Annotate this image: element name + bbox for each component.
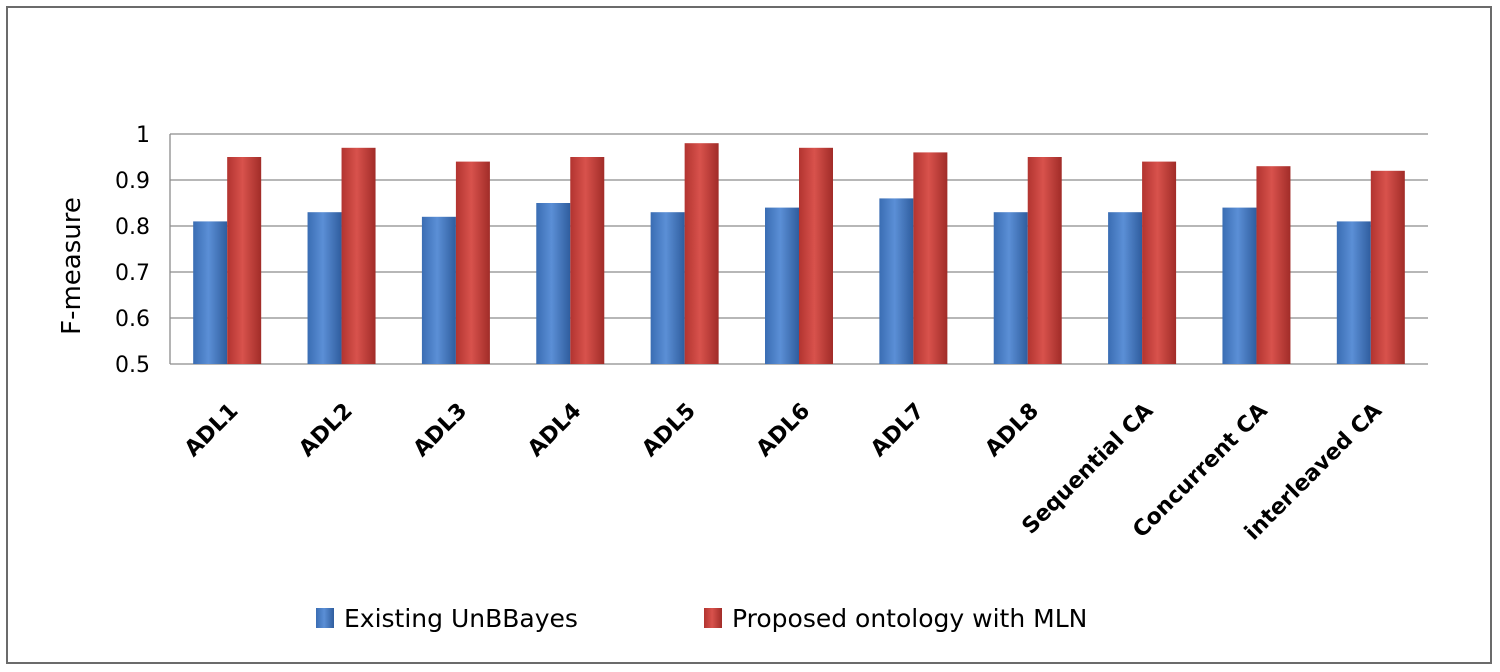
legend: Existing UnBBayes Proposed ontology with …	[316, 604, 1087, 633]
bar-proposed	[570, 157, 605, 364]
y-tick-label: 0.5	[115, 353, 150, 378]
y-tick-label: 0.9	[115, 169, 150, 194]
bar-existing	[1336, 221, 1371, 364]
bar-proposed	[341, 147, 376, 364]
x-tick-label: ADL6	[752, 399, 815, 462]
y-tick-label: 0.6	[115, 307, 150, 332]
bar-proposed	[1027, 157, 1062, 364]
x-tick-label: ADL3	[409, 399, 472, 462]
bar-existing	[307, 212, 342, 364]
y-tick-label: 0.8	[115, 215, 150, 240]
legend-swatch-existing	[316, 608, 334, 628]
bar-existing	[765, 207, 799, 364]
bar-proposed	[799, 147, 833, 364]
x-tick-label: ADL7	[866, 399, 929, 462]
y-axis-label: F-measure	[57, 197, 87, 335]
x-tick-label: ADL5	[638, 399, 701, 462]
legend-swatch-proposed	[704, 608, 722, 628]
x-tick-label: ADL2	[294, 399, 357, 462]
bar-proposed	[227, 157, 262, 364]
y-tick-label: 0.7	[115, 261, 150, 286]
bar-existing	[193, 221, 228, 364]
bar-proposed	[684, 143, 719, 364]
bar-proposed	[455, 161, 490, 364]
bar-existing	[536, 203, 571, 364]
x-tick-label: ADL1	[180, 399, 243, 462]
bar-existing	[1108, 212, 1143, 364]
bar-proposed	[1370, 170, 1405, 364]
bar-existing	[421, 216, 456, 364]
bar-proposed	[1142, 161, 1177, 364]
bar-existing	[993, 212, 1028, 364]
y-axis-ticks: 0.5 0.6 0.7 0.8 0.9 1	[115, 123, 150, 378]
x-tick-label: ADL8	[981, 399, 1044, 462]
legend-label-existing: Existing UnBBayes	[344, 604, 578, 633]
bar-existing	[1222, 207, 1257, 364]
x-tick-label: ADL4	[523, 399, 586, 462]
bars	[193, 143, 1405, 364]
x-axis-ticks: ADL1 ADL2 ADL3 ADL4 ADL5 ADL6 ADL7 ADL8Sequenti…	[180, 399, 1387, 546]
y-tick-label: 1	[136, 123, 150, 148]
legend-label-proposed: Proposed ontology with MLN	[732, 604, 1087, 633]
bar-existing	[879, 198, 914, 364]
bar-existing	[650, 212, 685, 364]
bar-proposed	[913, 152, 948, 364]
bar-proposed	[1256, 166, 1291, 364]
